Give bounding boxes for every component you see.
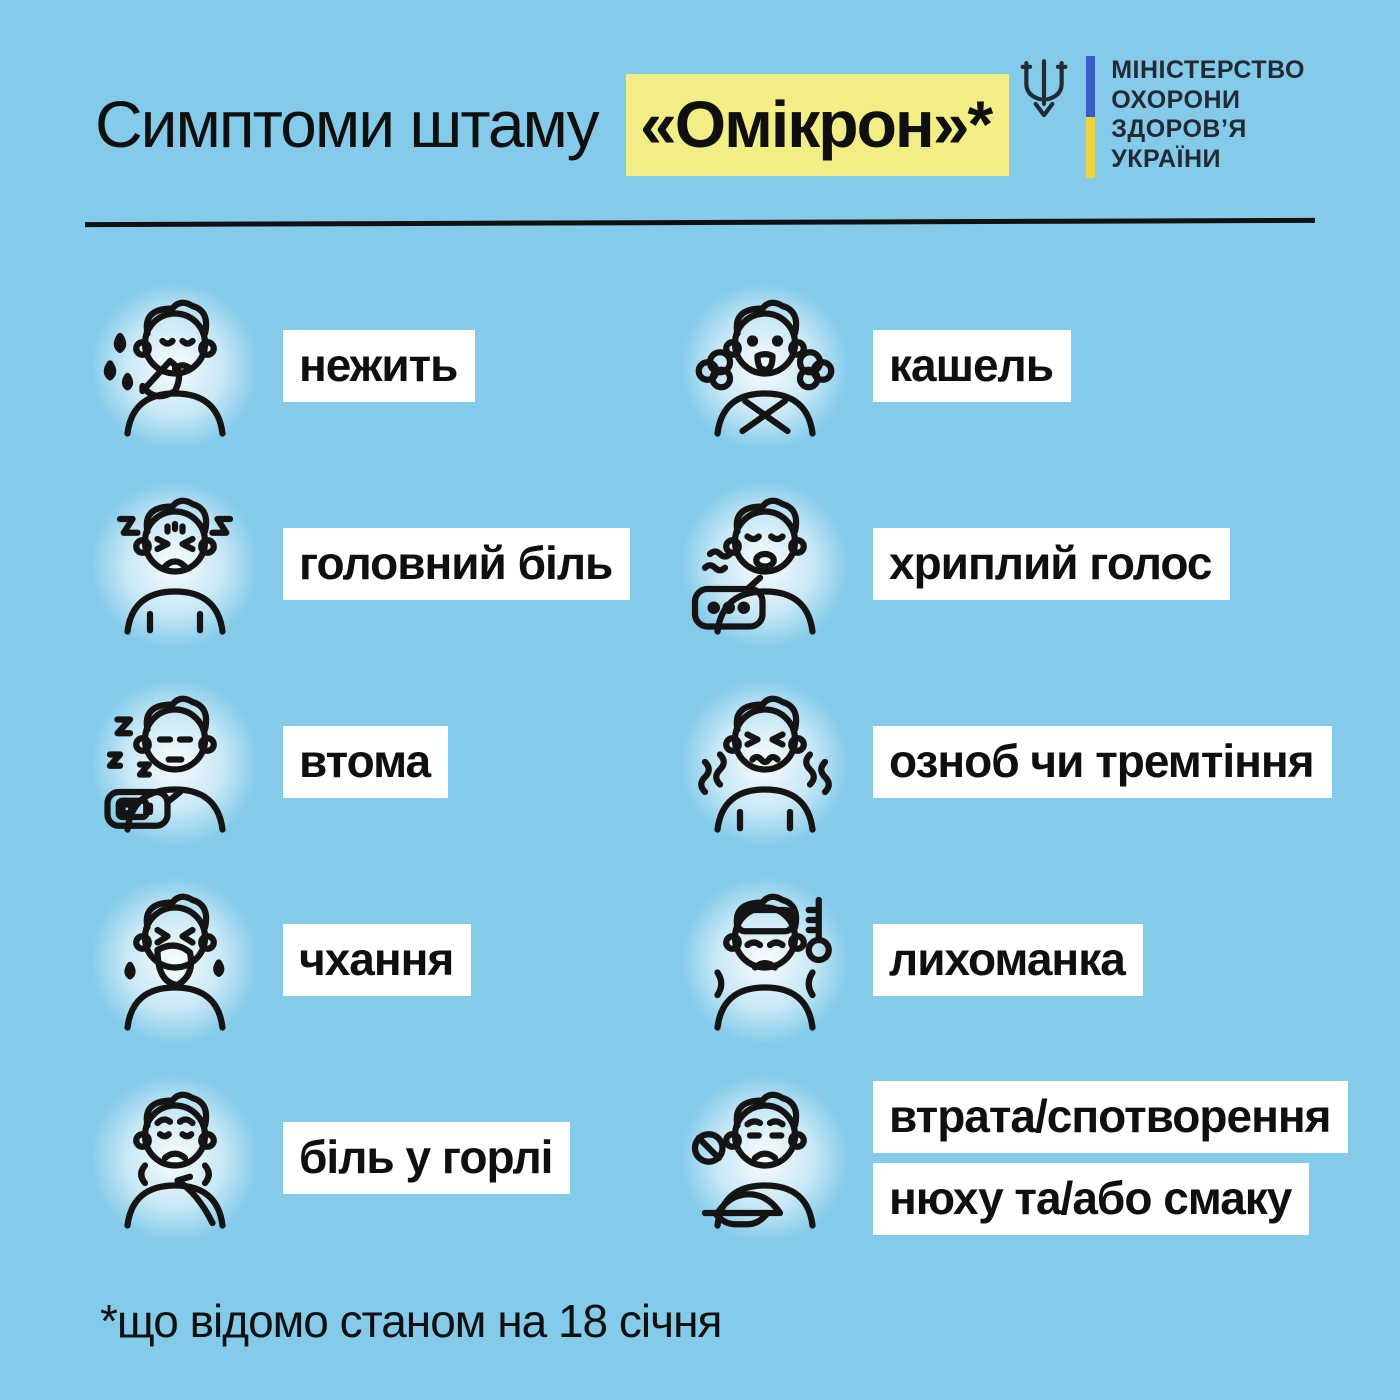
runny-nose-icon [92, 283, 257, 449]
symptom-column-left: нежить головний біль втома чхання біль у гор… [92, 267, 682, 1257]
symptom-row: нежить [92, 267, 682, 465]
page-title: Симптоми штаму «Омікрон»* [95, 56, 1010, 176]
symptom-label: хриплий голос [873, 528, 1230, 600]
flag-bar-blue [1086, 56, 1096, 117]
ministry-name-line: ЗДОРОВ’Я [1111, 115, 1247, 143]
symptom-grid: нежить головний біль втома чхання біль у гор… [0, 225, 1400, 1257]
symptom-labels: хриплий голос [873, 528, 1230, 600]
footnote: *що відомо станом на 18 січня [100, 1295, 722, 1347]
sneezing-icon [92, 877, 257, 1043]
symptom-labels: головний біль [283, 528, 631, 600]
trident-icon [1020, 59, 1068, 118]
ministry-name-line: ОХОРОНИ [1111, 85, 1241, 114]
flag-bar [1086, 56, 1096, 178]
flag-bar-yellow [1086, 117, 1096, 178]
symptom-label: нежить [283, 330, 476, 402]
symptom-label: біль у горлі [283, 1122, 571, 1194]
symptom-label: озноб чи тремтіння [873, 726, 1332, 798]
chills-icon [682, 679, 847, 845]
symptom-row: чхання [92, 861, 682, 1059]
sore-throat-icon [92, 1075, 257, 1241]
symptom-label: втома [283, 726, 449, 798]
symptom-label: чхання [283, 924, 472, 996]
ministry-name-line: УКРАЇНИ [1111, 144, 1221, 173]
fever-icon [682, 877, 847, 1043]
smell-taste-loss-icon [682, 1075, 847, 1241]
title-highlight: «Омікрон»* [626, 74, 1010, 176]
title-text: Симптоми штаму [95, 87, 600, 161]
hoarse-voice-icon [682, 481, 847, 647]
ministry-name: МІНІСТЕРСТВО ОХОРОНИ ЗДОРОВ’Я УКРАЇНИ [1111, 56, 1305, 174]
symptom-labels: втома [283, 726, 449, 798]
symptom-labels: біль у горлі [283, 1122, 571, 1194]
symptom-labels: втрата/спотворення нюху та/або смаку [873, 1081, 1349, 1235]
symptom-label: нюху та/або смаку [873, 1163, 1310, 1235]
symptom-labels: кашель [873, 330, 1072, 402]
symptom-label: лихоманка [873, 924, 1143, 996]
symptom-column-right: кашель хриплий голос озноб чи тремтіння лих… [682, 267, 1400, 1257]
symptom-row: втрата/спотворення нюху та/або смаку [682, 1059, 1400, 1257]
symptom-label: кашель [873, 330, 1072, 402]
symptom-row: хриплий голос [682, 465, 1400, 663]
symptom-row: кашель [682, 267, 1400, 465]
fatigue-icon [92, 679, 257, 845]
cough-icon [682, 283, 847, 449]
symptom-labels: озноб чи тремтіння [873, 726, 1332, 798]
symptom-row: біль у горлі [92, 1059, 682, 1257]
header: Симптоми штаму «Омікрон»* МІНІСТЕРСТВО О… [0, 0, 1400, 178]
symptom-labels: нежить [283, 330, 476, 402]
symptom-label: втрата/спотворення [873, 1081, 1349, 1153]
symptom-row: лихоманка [682, 861, 1400, 1059]
symptom-row: головний біль [92, 465, 682, 663]
ministry-name-line: МІНІСТЕРСТВО [1111, 56, 1305, 84]
symptom-label: головний біль [283, 528, 631, 600]
symptom-labels: лихоманка [873, 924, 1143, 996]
symptom-row: втома [92, 663, 682, 861]
symptom-labels: чхання [283, 924, 472, 996]
ministry-logo: МІНІСТЕРСТВО ОХОРОНИ ЗДОРОВ’Я УКРАЇНИ [1018, 56, 1305, 178]
headache-icon [92, 481, 257, 647]
symptom-row: озноб чи тремтіння [682, 663, 1400, 861]
